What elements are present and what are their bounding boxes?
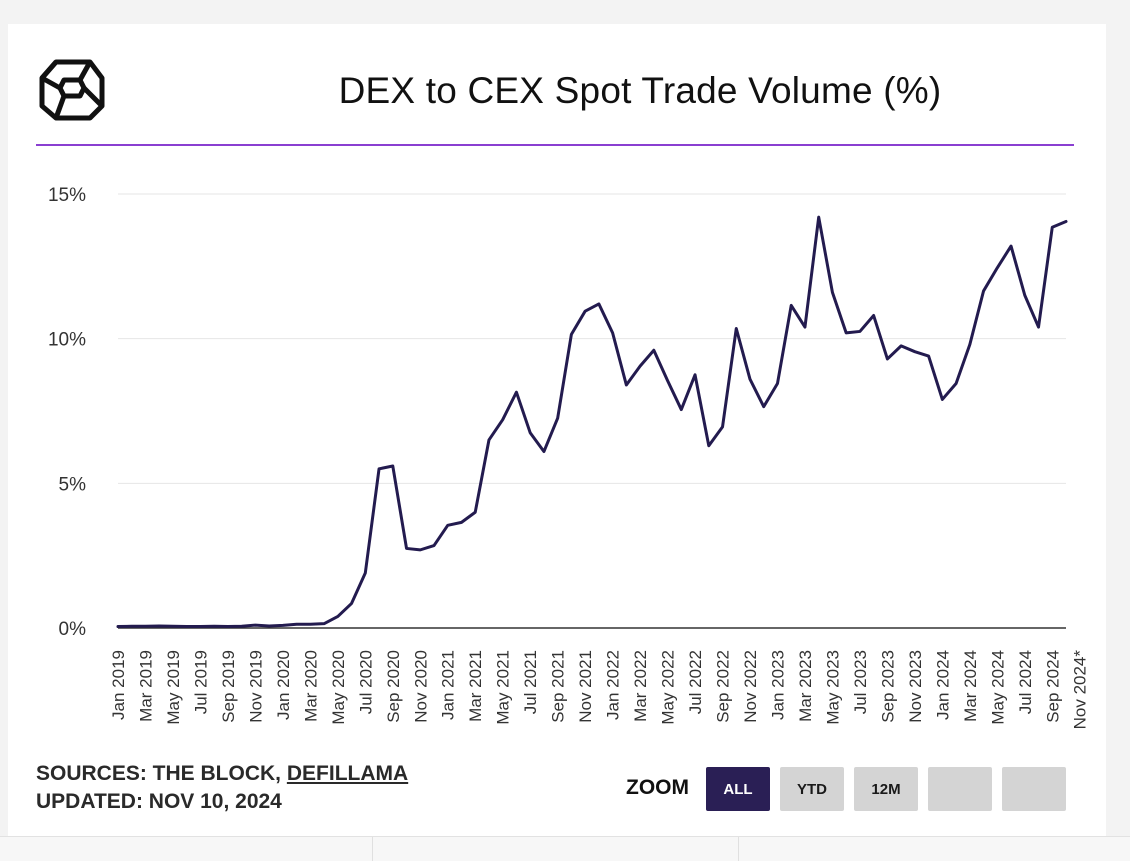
x-tick-label: Jul 2023 xyxy=(851,650,870,714)
x-tick-label: Mar 2023 xyxy=(796,650,815,722)
x-tick-label: Jan 2023 xyxy=(768,650,787,720)
x-tick-label: Nov 2019 xyxy=(246,650,265,723)
bottom-bar xyxy=(0,836,1130,861)
y-tick-label: 5% xyxy=(59,474,87,495)
x-tick-label: Jan 2020 xyxy=(274,650,293,720)
x-tick-label: Sep 2020 xyxy=(384,650,403,723)
x-tick-label: Sep 2024 xyxy=(1043,650,1062,723)
x-tick-label: Nov 2020 xyxy=(411,650,430,723)
x-tick-label: Nov 2024* xyxy=(1071,650,1090,730)
x-tick-label: Mar 2022 xyxy=(631,650,650,722)
x-tick-label: Jul 2021 xyxy=(521,650,540,714)
defillama-link[interactable]: DEFILLAMA xyxy=(286,762,409,785)
x-tick-label: Sep 2023 xyxy=(878,650,897,723)
y-tick-label: 10% xyxy=(48,330,86,351)
series-line xyxy=(116,215,1068,629)
x-tick-label: Jan 2024 xyxy=(933,650,952,720)
x-tick-label: Sep 2019 xyxy=(219,650,238,723)
x-tick-label: Mar 2024 xyxy=(961,650,980,722)
y-tick-label: 15% xyxy=(48,185,86,206)
chart-card xyxy=(8,24,1106,836)
the-block-logo-icon xyxy=(38,56,106,129)
x-tick-label: Jul 2020 xyxy=(356,650,375,714)
x-tick-label: Nov 2023 xyxy=(906,650,925,723)
zoom-ytd-button[interactable]: YTD xyxy=(780,767,844,811)
x-tick-label: Sep 2021 xyxy=(549,650,568,723)
updated-text: UPDATED: NOV 10, 2024 xyxy=(36,790,282,813)
zoom-option-5-button[interactable] xyxy=(1002,767,1066,811)
chart-footer: SOURCES: THE BLOCK, DEFILLAMA UPDATED: N… xyxy=(36,760,408,816)
line-chart: 0% 5% 10% 15% Jan 2019 Mar 2019 May 2019 Jul 20… xyxy=(48,185,1090,730)
sources-line: SOURCES: THE BLOCK, DEFILLAMA xyxy=(36,760,408,788)
title-divider xyxy=(36,144,1074,146)
x-tick-label: Nov 2021 xyxy=(576,650,595,723)
zoom-all-button[interactable]: ALL xyxy=(706,767,770,811)
x-tick-label: May 2020 xyxy=(329,650,348,725)
y-tick-label: 0% xyxy=(59,619,87,640)
x-tick-label: Jul 2022 xyxy=(686,650,705,714)
x-tick-label: Nov 2022 xyxy=(741,650,760,723)
x-tick-label: Jul 2024 xyxy=(1016,650,1035,714)
chart-title: DEX to CEX Spot Trade Volume (%) xyxy=(338,70,942,111)
x-tick-label: May 2021 xyxy=(494,650,513,725)
x-tick-label: Jan 2021 xyxy=(439,650,458,720)
x-tick-label: Jan 2022 xyxy=(604,650,623,720)
zoom-12m-button[interactable]: 12M xyxy=(854,767,918,811)
zoom-option-4-button[interactable] xyxy=(928,767,992,811)
x-tick-label: Sep 2022 xyxy=(714,650,733,723)
bottom-divider xyxy=(738,837,739,861)
x-tick-label: Mar 2020 xyxy=(301,650,320,722)
bottom-divider xyxy=(372,837,373,861)
sources-text: SOURCES: THE BLOCK, xyxy=(36,762,282,785)
zoom-label: ZOOM xyxy=(626,776,689,799)
x-tick-label: May 2019 xyxy=(164,650,183,725)
x-tick-label: May 2023 xyxy=(823,650,842,725)
x-tick-label: May 2024 xyxy=(988,650,1007,725)
x-tick-label: May 2022 xyxy=(659,650,678,725)
x-tick-label: Mar 2019 xyxy=(136,650,155,722)
x-tick-label: Mar 2021 xyxy=(466,650,485,722)
x-tick-label: Jul 2019 xyxy=(191,650,210,714)
x-tick-label: Jan 2019 xyxy=(109,650,128,720)
